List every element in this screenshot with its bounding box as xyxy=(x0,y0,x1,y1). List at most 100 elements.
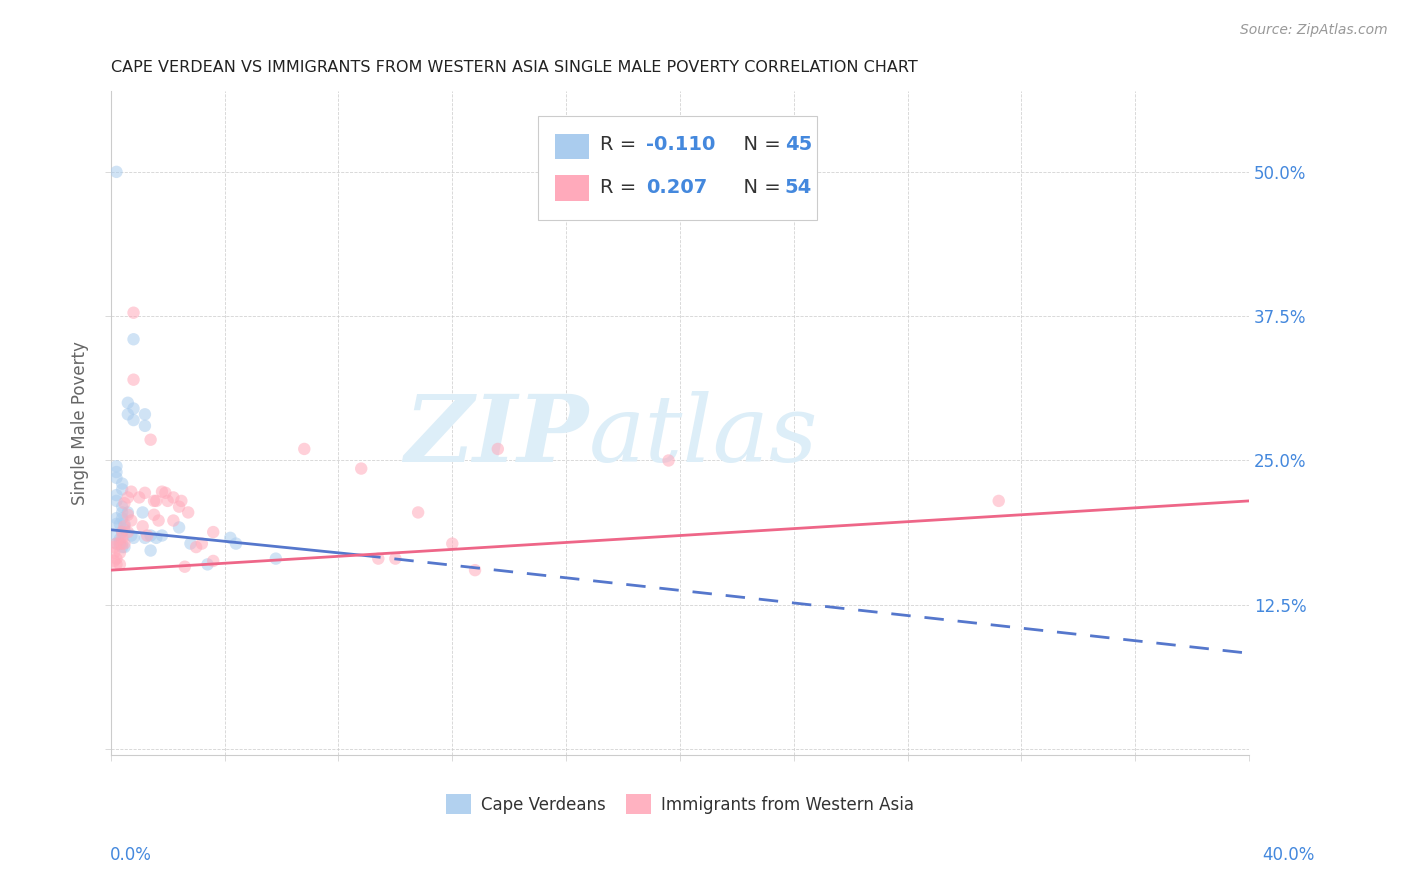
Point xyxy=(112,496,135,510)
Text: 0.0%: 0.0% xyxy=(110,846,152,863)
Point xyxy=(111,531,134,545)
Point xyxy=(108,536,131,550)
Point xyxy=(406,505,429,519)
Text: Source: ZipAtlas.com: Source: ZipAtlas.com xyxy=(1240,23,1388,37)
Point xyxy=(441,536,464,550)
Point xyxy=(112,516,135,531)
Point xyxy=(162,514,184,528)
Point xyxy=(111,524,134,539)
Point xyxy=(111,536,134,550)
Point xyxy=(167,500,190,514)
Text: 54: 54 xyxy=(785,178,811,197)
Point xyxy=(134,407,156,421)
Point xyxy=(111,500,134,514)
Point xyxy=(219,531,242,545)
Text: N =: N = xyxy=(731,178,787,197)
Text: R =: R = xyxy=(600,178,643,197)
Point xyxy=(105,516,128,531)
Point xyxy=(120,528,142,542)
Point xyxy=(117,508,139,522)
Point xyxy=(105,459,128,474)
Point xyxy=(128,491,150,505)
Point xyxy=(202,554,225,568)
Point xyxy=(134,531,156,545)
Point xyxy=(120,514,142,528)
Text: 0.207: 0.207 xyxy=(645,178,707,197)
Point xyxy=(108,532,131,546)
Point xyxy=(105,494,128,508)
Text: R =: R = xyxy=(600,136,643,154)
Point xyxy=(108,558,131,572)
Point xyxy=(105,536,128,550)
Point xyxy=(162,491,184,505)
Point xyxy=(105,536,128,550)
Point xyxy=(108,536,131,550)
Text: atlas: atlas xyxy=(589,392,818,482)
FancyBboxPatch shape xyxy=(537,116,817,220)
FancyBboxPatch shape xyxy=(555,134,589,160)
Point xyxy=(117,407,139,421)
Point xyxy=(105,558,128,572)
Point xyxy=(122,401,145,416)
Point xyxy=(134,418,156,433)
Point xyxy=(111,483,134,497)
FancyBboxPatch shape xyxy=(555,176,589,201)
Point xyxy=(197,558,219,572)
Point xyxy=(134,485,156,500)
Point xyxy=(105,471,128,485)
Text: CAPE VERDEAN VS IMMIGRANTS FROM WESTERN ASIA SINGLE MALE POVERTY CORRELATION CHA: CAPE VERDEAN VS IMMIGRANTS FROM WESTERN … xyxy=(111,60,918,75)
Point xyxy=(112,523,135,537)
Point xyxy=(103,554,125,568)
Point xyxy=(225,536,247,550)
Point xyxy=(112,540,135,554)
Point xyxy=(117,524,139,539)
Point xyxy=(103,546,125,560)
Point xyxy=(145,531,167,545)
Text: 45: 45 xyxy=(785,136,811,154)
Point xyxy=(191,536,214,550)
Point xyxy=(167,520,190,534)
Text: 40.0%: 40.0% xyxy=(1263,846,1315,863)
Point xyxy=(105,465,128,479)
Point xyxy=(117,396,139,410)
Point xyxy=(186,540,208,554)
Point xyxy=(367,551,389,566)
Point xyxy=(111,505,134,519)
Text: ZIP: ZIP xyxy=(405,392,589,482)
Point xyxy=(486,442,509,456)
Point xyxy=(111,540,134,554)
Point xyxy=(117,505,139,519)
Point xyxy=(122,531,145,545)
Text: N =: N = xyxy=(731,136,787,154)
Point xyxy=(177,505,200,519)
Point xyxy=(111,511,134,525)
Point xyxy=(987,494,1010,508)
Point xyxy=(658,453,681,467)
Point xyxy=(150,528,173,542)
Y-axis label: Single Male Poverty: Single Male Poverty xyxy=(72,341,89,505)
Point xyxy=(173,559,195,574)
Point xyxy=(384,551,406,566)
Point xyxy=(122,373,145,387)
Point xyxy=(350,461,373,475)
Point xyxy=(155,485,177,500)
Point xyxy=(139,528,162,542)
Point xyxy=(105,165,128,179)
Point xyxy=(112,519,135,533)
Point xyxy=(105,528,128,542)
Point xyxy=(117,491,139,505)
Point xyxy=(105,511,128,525)
Point xyxy=(143,494,166,508)
Point xyxy=(150,484,173,499)
Point xyxy=(111,524,134,539)
Point xyxy=(111,476,134,491)
Point xyxy=(156,494,179,508)
Point xyxy=(122,332,145,346)
Point xyxy=(131,505,153,519)
Point xyxy=(105,551,128,566)
Point xyxy=(143,508,166,522)
Point xyxy=(122,413,145,427)
Point xyxy=(105,488,128,502)
Point xyxy=(122,306,145,320)
Point xyxy=(139,543,162,558)
